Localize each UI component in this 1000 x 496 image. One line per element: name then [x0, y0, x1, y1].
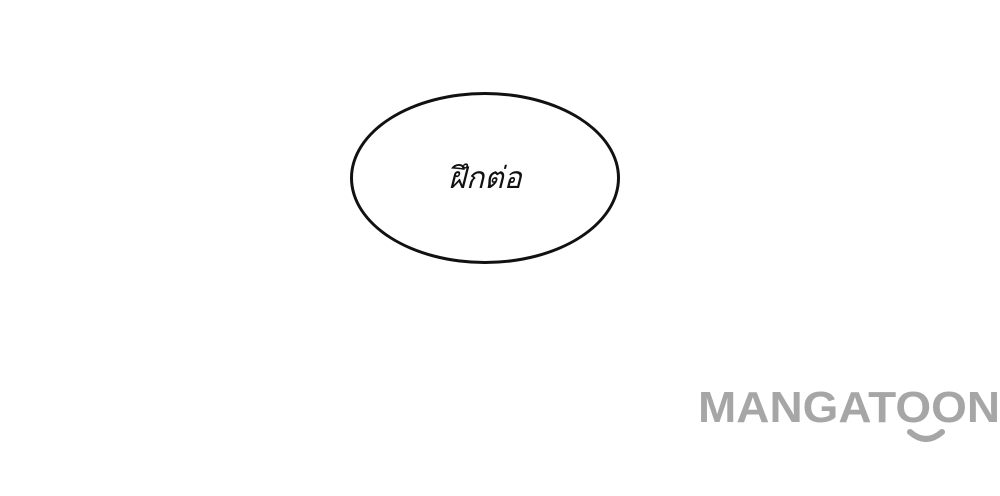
smile-arc-icon [907, 429, 945, 442]
speech-bubble-text: ฝึกต่อ [448, 161, 522, 196]
mangatoon-watermark: MANGATOON [698, 380, 1000, 450]
speech-bubble: ฝึกต่อ [350, 92, 620, 264]
watermark-logo: MANGATOON [698, 383, 1000, 442]
watermark-text: MANGATOON [698, 383, 1000, 432]
